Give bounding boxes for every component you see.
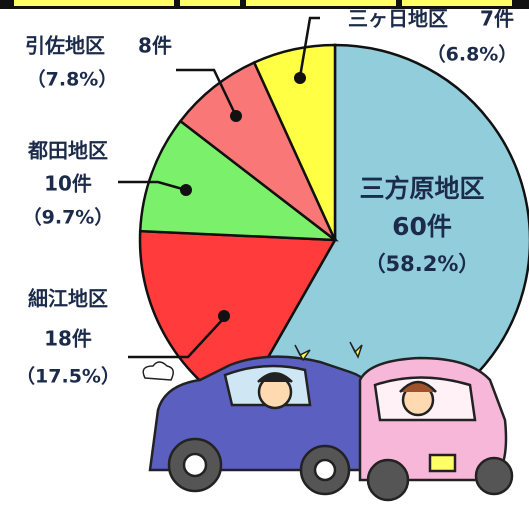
category-label: 三方原地区 (359, 174, 484, 203)
percent-label: （9.7%） (23, 206, 114, 229)
category-label: 三ヶ日地区 (348, 7, 448, 31)
category-label: 細江地区 (28, 287, 108, 311)
chart: 三方原地区 60件 （58.2%） 細江地区 18件 （17.5%） 都田地区 10件 （9.7… (0, 0, 529, 507)
value-label: 18件 (44, 327, 92, 351)
category-label: 都田地区 (27, 139, 108, 163)
header-strip (0, 0, 529, 9)
value-label: 60件 (392, 212, 452, 241)
value-label: 8件 (138, 34, 172, 58)
category-label: 引佐地区 (25, 34, 105, 58)
percent-label: （58.2%） (365, 252, 480, 276)
value-label: 7件 (480, 7, 514, 31)
leader-dot (218, 310, 230, 322)
leader-dot (294, 72, 306, 84)
value-label: 10件 (44, 172, 92, 196)
leader-dot (230, 110, 242, 122)
percent-label: （17.5%） (16, 365, 120, 388)
percent-label: （6.8%） (427, 43, 518, 66)
page: {"chart_data": {"type": "pie", "categori… (0, 0, 529, 507)
percent-label: （7.8%） (27, 68, 118, 91)
leader-dot (180, 184, 192, 196)
